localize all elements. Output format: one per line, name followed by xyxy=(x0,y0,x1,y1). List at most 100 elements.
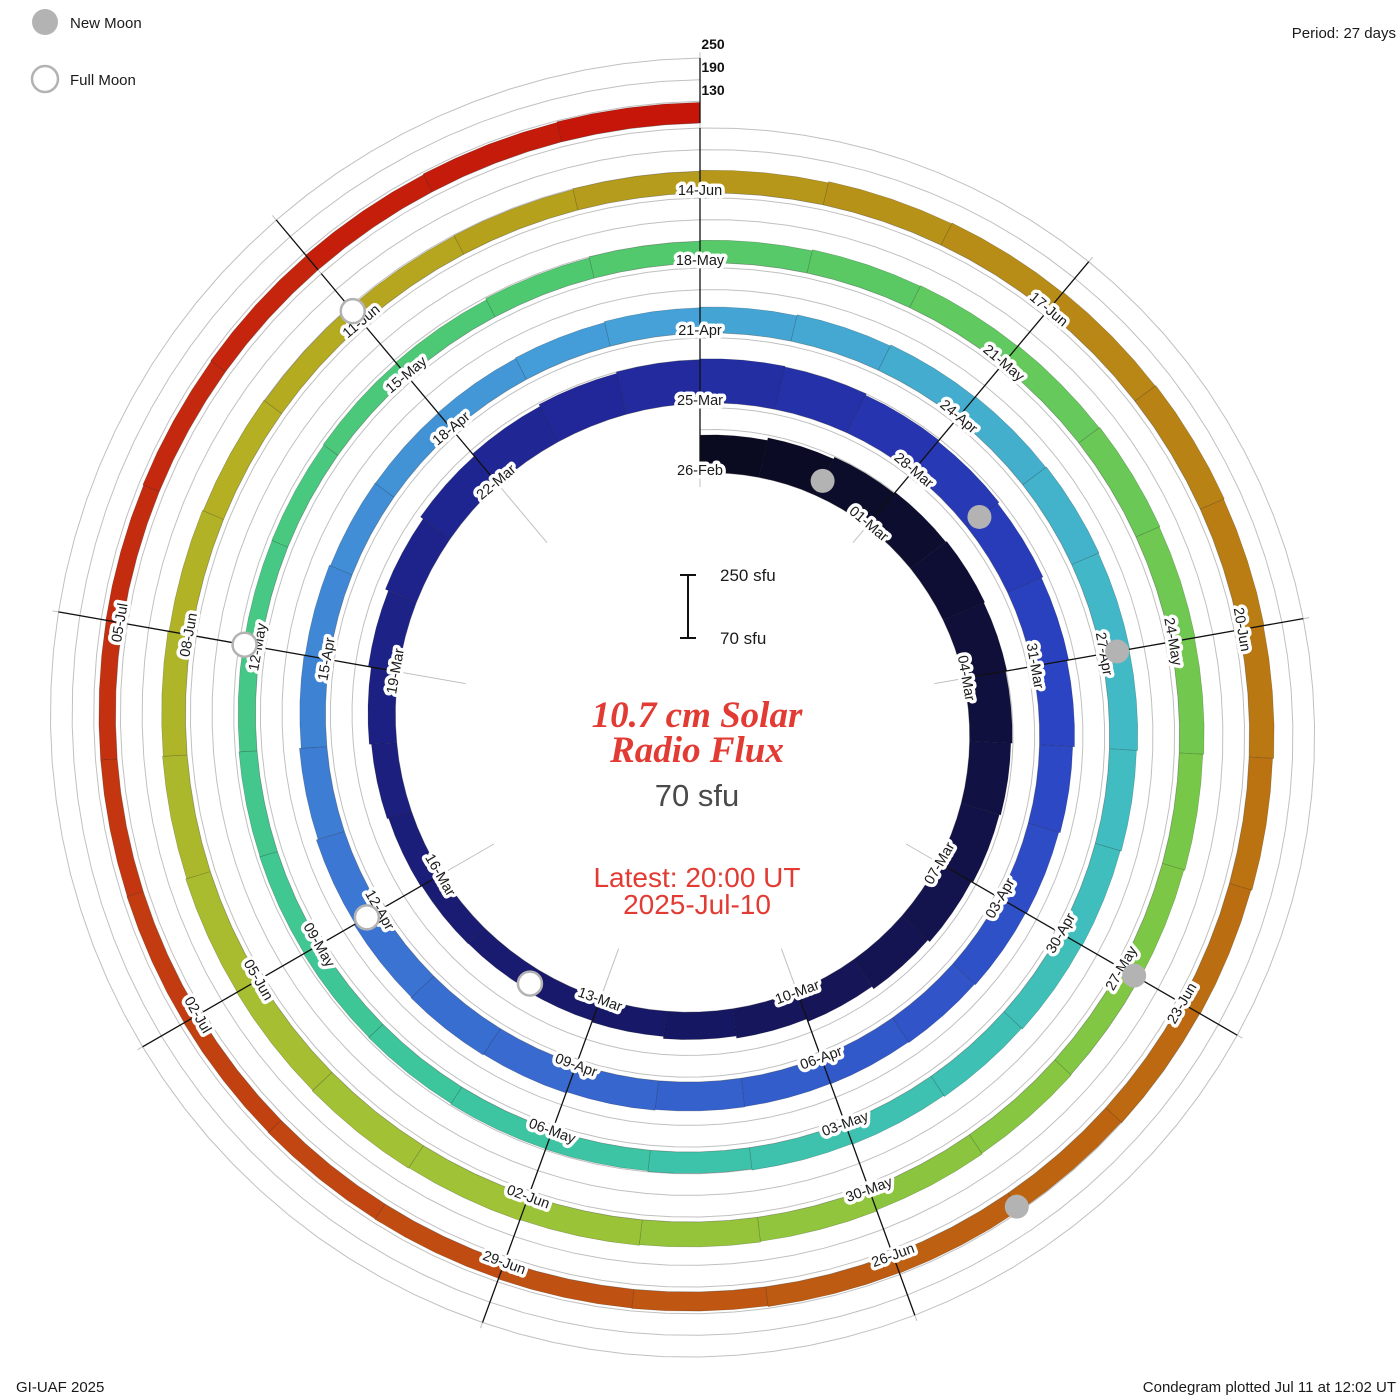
flux-bar xyxy=(515,322,611,380)
radial-axis-label-190: 190 xyxy=(701,59,725,75)
segment-tick xyxy=(455,434,499,485)
flux-bar xyxy=(638,1217,761,1248)
flux-bar xyxy=(732,990,808,1039)
flux-bar xyxy=(168,509,224,636)
flux-bar xyxy=(662,1008,737,1040)
flux-bar xyxy=(371,742,412,820)
segment-tick xyxy=(911,422,955,473)
latest-date-label: 2025-Jul-10 xyxy=(623,889,771,920)
flux-bar xyxy=(385,518,451,603)
segment-tick xyxy=(275,219,319,271)
new-moon-marker xyxy=(1122,963,1147,988)
latest-time-label: Latest: 20:00 UT xyxy=(593,862,800,893)
flux-bar xyxy=(699,358,786,410)
flux-bar xyxy=(647,1147,753,1174)
date-label: 26-Feb xyxy=(677,463,723,479)
radial-axis-label-250: 250 xyxy=(701,36,725,52)
segment-tick xyxy=(365,326,409,378)
radial-axis-label-130: 130 xyxy=(701,82,725,98)
segment-tick xyxy=(866,475,910,527)
plotted-label: Condegram plotted Jul 11 at 12:02 UT xyxy=(1143,1379,1396,1396)
flux-bar xyxy=(1095,748,1137,852)
flux-bar xyxy=(1007,1107,1122,1212)
segment-tick xyxy=(127,623,192,636)
segment-tick xyxy=(1001,314,1045,366)
flux-bar xyxy=(960,740,1012,816)
flux-bar xyxy=(740,1056,831,1107)
flux-bar xyxy=(453,189,579,255)
flux-bar xyxy=(315,831,382,925)
segment-tick xyxy=(265,647,330,661)
chart-title-line2: Radio Flux xyxy=(609,730,784,771)
segment-tick xyxy=(553,1063,578,1126)
chart-title-line1: 10.7 cm Solar xyxy=(592,695,803,736)
flux-bar xyxy=(1101,648,1138,751)
flux-bar xyxy=(162,754,211,880)
flux-bar xyxy=(1238,625,1275,759)
flux-bar xyxy=(238,750,278,858)
date-label: 18-May xyxy=(676,253,725,269)
flux-bar xyxy=(806,249,921,308)
flux-bar xyxy=(853,915,929,990)
segment-tick xyxy=(868,1188,892,1250)
date-label: 25-Mar xyxy=(677,393,723,409)
flux-bar xyxy=(556,102,701,143)
flux-bar xyxy=(422,122,563,193)
date-label: 21-Apr xyxy=(678,323,722,339)
full-moon-marker xyxy=(339,297,367,325)
flux-bar xyxy=(1003,932,1083,1030)
flux-bar xyxy=(1162,752,1204,871)
flux-bar xyxy=(367,590,417,673)
flux-bar xyxy=(901,862,972,943)
segment-tick xyxy=(410,380,454,432)
flux-bar xyxy=(304,564,353,660)
flux-bar xyxy=(330,482,395,576)
flux-bar xyxy=(1054,967,1140,1076)
new-moon-marker xyxy=(967,504,992,529)
flux-bar xyxy=(757,1188,878,1242)
segment-tick xyxy=(142,1013,200,1048)
new-moon-marker xyxy=(1004,1194,1029,1219)
flux-bar xyxy=(142,360,226,493)
flux-bar xyxy=(202,399,283,520)
segment-tick xyxy=(891,1253,916,1316)
flux-bar xyxy=(952,897,1027,986)
flux-bar xyxy=(892,1192,1020,1274)
flux-bar xyxy=(1134,385,1225,510)
flux-bar xyxy=(1169,637,1205,755)
segment-tick xyxy=(1239,617,1304,631)
new-moon-legend-label: New Moon xyxy=(70,15,142,32)
credit-label: GI-UAF 2025 xyxy=(16,1379,104,1396)
flux-bar xyxy=(774,366,867,433)
segment-tick xyxy=(58,611,123,624)
flux-bar xyxy=(450,1086,553,1150)
flux-bar xyxy=(749,1122,853,1171)
segment-tick xyxy=(334,659,399,673)
flux-bar xyxy=(368,1023,463,1104)
segment-tick xyxy=(384,873,442,908)
full-moon-legend-label: Full Moon xyxy=(70,72,136,89)
segment-tick xyxy=(820,1056,844,1119)
segment-tick xyxy=(796,990,820,1053)
flux-bar xyxy=(910,540,986,621)
flux-bar xyxy=(259,851,321,954)
new-moon-marker xyxy=(810,468,835,493)
flux-bar xyxy=(305,174,433,271)
flux-bar xyxy=(126,891,200,1024)
segment-tick xyxy=(998,897,1056,931)
flux-bar xyxy=(236,978,333,1091)
full-moon-marker xyxy=(231,631,258,658)
segment-tick xyxy=(956,368,1000,420)
grid-spiral-line xyxy=(49,57,1316,1358)
flux-bar xyxy=(1105,1002,1201,1124)
flux-bar xyxy=(868,1134,983,1211)
flux-bar xyxy=(408,1145,530,1221)
flux-bar xyxy=(100,758,144,897)
flux-bar xyxy=(790,314,891,371)
flux-bar xyxy=(969,1059,1072,1154)
segment-tick xyxy=(938,862,996,896)
segment-tick xyxy=(844,1122,868,1184)
flux-bar xyxy=(1001,345,1100,444)
